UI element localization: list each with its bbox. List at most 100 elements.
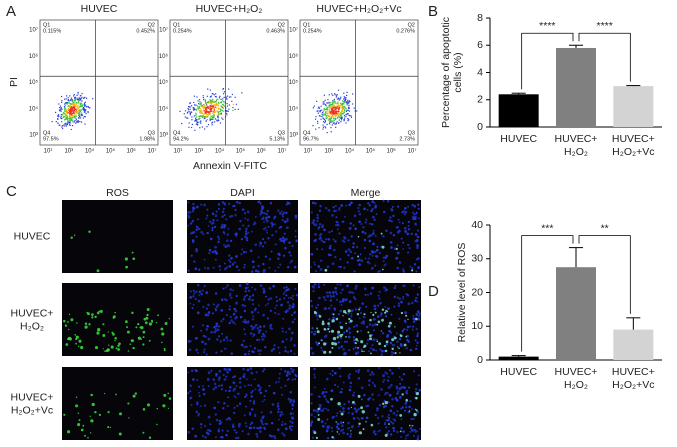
event-dot [68, 108, 69, 109]
ros-signal [336, 318, 339, 321]
nucleus [365, 306, 367, 308]
nucleus [331, 230, 333, 232]
event-dot [217, 99, 218, 100]
event-dot [71, 114, 72, 115]
event-dot [329, 94, 330, 95]
event-dot [70, 110, 71, 111]
nucleus [331, 214, 334, 217]
event-dot [345, 108, 346, 109]
ros-signal [69, 314, 70, 315]
nucleus [204, 436, 207, 439]
nucleus [332, 370, 334, 372]
nucleus [265, 390, 267, 392]
event-dot [221, 99, 222, 100]
nucleus [363, 208, 366, 211]
nucleus [398, 367, 400, 369]
ros-signal [90, 419, 93, 422]
nucleus [218, 238, 220, 240]
nucleus [409, 266, 411, 268]
nucleus [358, 263, 361, 266]
nucleus [249, 296, 251, 298]
event-dot [208, 101, 209, 102]
event-dot [209, 107, 210, 108]
nucleus [391, 405, 393, 407]
nucleus [262, 238, 264, 240]
ros-signal [363, 428, 365, 430]
nucleus [193, 261, 195, 263]
nucleus [293, 401, 295, 403]
ros-signal [358, 395, 361, 398]
nucleus [192, 210, 194, 212]
nucleus [222, 318, 224, 320]
nucleus [311, 305, 313, 307]
event-dot [336, 95, 337, 96]
ros-signal [99, 414, 101, 416]
nucleus [387, 419, 390, 422]
nucleus [234, 429, 236, 431]
event-dot [191, 119, 192, 120]
ros-signal [149, 322, 152, 325]
nucleus [417, 266, 420, 269]
nucleus [253, 403, 255, 405]
nucleus [399, 298, 401, 300]
event-dot [200, 110, 201, 111]
y-tick-label: 10⁵ [159, 79, 169, 86]
event-dot [78, 113, 79, 114]
event-dot [226, 114, 227, 115]
nucleus [287, 266, 289, 268]
event-dot [69, 115, 70, 116]
event-dot [332, 124, 333, 125]
ros-signal [76, 397, 77, 398]
nucleus [413, 429, 416, 432]
nucleus [234, 323, 236, 325]
nucleus [415, 233, 418, 236]
event-dot [325, 100, 326, 101]
nucleus [332, 374, 334, 376]
event-dot [346, 108, 347, 109]
nucleus [228, 368, 231, 371]
nucleus [334, 291, 337, 294]
ros-signal [112, 333, 115, 336]
event-dot [189, 103, 190, 104]
nucleus [281, 423, 284, 426]
nucleus [334, 308, 337, 311]
nucleus [411, 267, 413, 269]
nucleus [404, 320, 407, 323]
event-dot [72, 125, 73, 126]
event-dot [75, 120, 76, 121]
ros-signal [317, 330, 320, 333]
nucleus [244, 212, 246, 214]
event-dot [77, 111, 78, 112]
nucleus [367, 202, 369, 204]
nucleus [313, 374, 315, 376]
event-dot [228, 109, 229, 110]
event-dot [71, 98, 72, 99]
ros-signal [100, 310, 103, 313]
ros-signal [413, 413, 416, 416]
quadrant-percent: 0.254% [173, 28, 192, 34]
event-dot [63, 124, 64, 125]
nucleus [259, 430, 262, 433]
event-dot [186, 117, 187, 118]
ros-signal [316, 437, 318, 439]
event-dot [216, 107, 217, 108]
nucleus [334, 372, 337, 375]
nucleus [259, 353, 261, 355]
nucleus [326, 295, 329, 298]
nucleus [267, 317, 269, 319]
nucleus [416, 345, 418, 347]
nucleus [236, 385, 238, 387]
event-dot [339, 108, 340, 109]
event-dot [70, 103, 71, 104]
nucleus [204, 336, 206, 338]
ros-signal [405, 399, 408, 402]
ros-signal [343, 310, 346, 313]
nucleus [330, 294, 332, 296]
ros-signal [389, 322, 392, 325]
nucleus [391, 372, 394, 375]
event-dot [227, 103, 228, 104]
event-dot [195, 118, 196, 119]
nucleus [262, 314, 265, 317]
nucleus [408, 247, 410, 249]
nucleus [317, 265, 320, 268]
